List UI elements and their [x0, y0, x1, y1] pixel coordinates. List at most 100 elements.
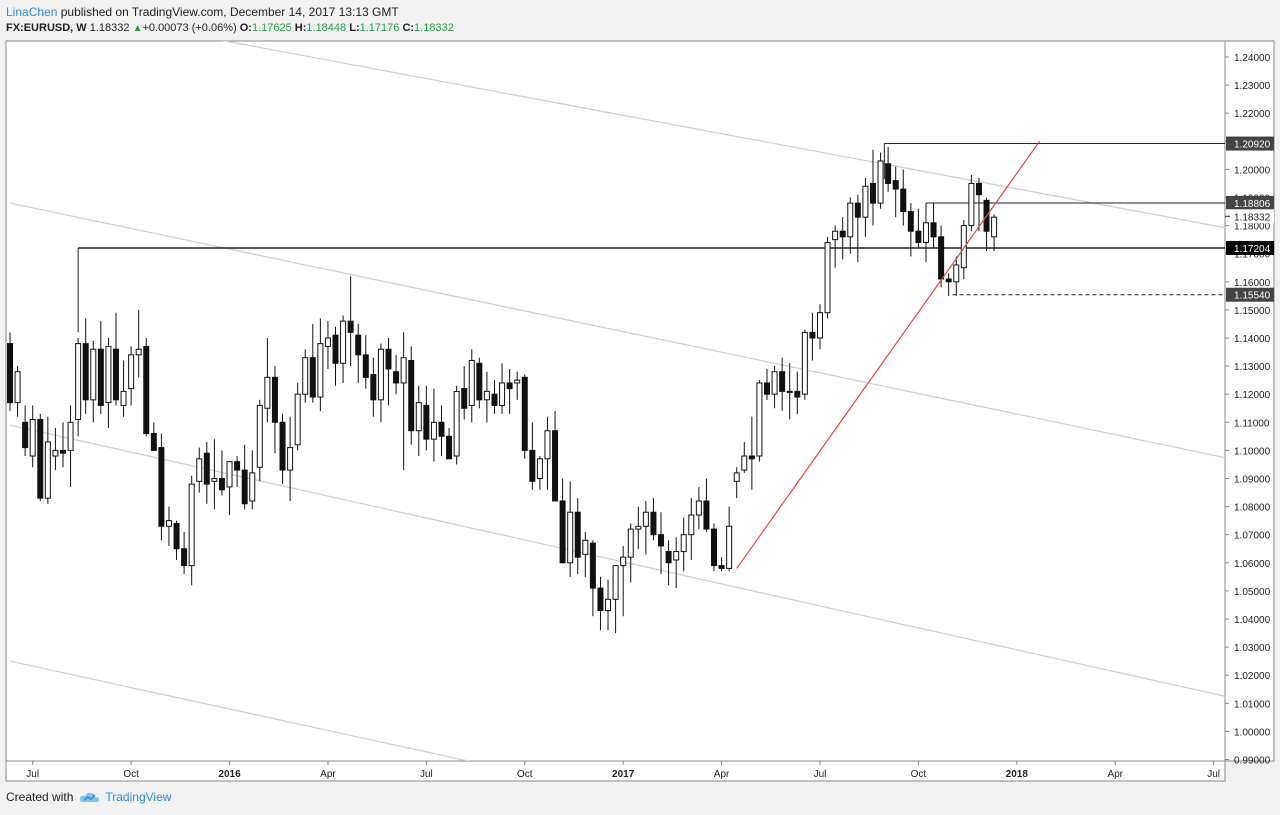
candle[interactable]: [340, 315, 347, 383]
candle[interactable]: [521, 374, 528, 459]
candle[interactable]: [430, 388, 437, 462]
candle[interactable]: [332, 326, 339, 386]
candle[interactable]: [499, 363, 506, 414]
candle[interactable]: [960, 219, 967, 279]
candle[interactable]: [249, 450, 256, 510]
candle[interactable]: [211, 439, 218, 510]
candle[interactable]: [930, 203, 937, 249]
candle[interactable]: [824, 236, 831, 319]
candle[interactable]: [756, 380, 763, 462]
candle[interactable]: [218, 450, 225, 496]
candle[interactable]: [620, 545, 627, 617]
tradingview-brand[interactable]: TradingView: [105, 790, 172, 804]
candle[interactable]: [650, 498, 657, 541]
candle[interactable]: [922, 203, 929, 263]
candle[interactable]: [226, 461, 233, 516]
candle[interactable]: [408, 346, 415, 445]
candle[interactable]: [158, 433, 165, 541]
candle[interactable]: [786, 363, 793, 420]
candle[interactable]: [7, 332, 13, 412]
candle[interactable]: [188, 475, 195, 586]
candle[interactable]: [97, 321, 104, 414]
candle[interactable]: [945, 273, 952, 296]
candle[interactable]: [938, 225, 945, 288]
candle[interactable]: [869, 149, 876, 226]
candle[interactable]: [567, 481, 574, 577]
candle[interactable]: [665, 540, 672, 586]
candle[interactable]: [605, 579, 612, 631]
candle[interactable]: [915, 208, 922, 249]
candle[interactable]: [907, 203, 914, 257]
candle[interactable]: [393, 354, 400, 395]
candle[interactable]: [22, 405, 29, 457]
candle[interactable]: [234, 456, 241, 487]
candle[interactable]: [673, 537, 680, 589]
price-axis[interactable]: [1224, 40, 1275, 762]
candle[interactable]: [854, 194, 861, 263]
candle[interactable]: [37, 413, 44, 501]
candle[interactable]: [642, 500, 649, 555]
candle[interactable]: [14, 366, 21, 417]
candle[interactable]: [695, 486, 702, 530]
candle[interactable]: [120, 360, 127, 417]
candle[interactable]: [355, 323, 362, 383]
candle[interactable]: [52, 427, 59, 471]
candle[interactable]: [809, 312, 816, 361]
candle[interactable]: [975, 177, 982, 232]
candle[interactable]: [794, 371, 801, 414]
candle[interactable]: [59, 422, 66, 468]
candle[interactable]: [82, 318, 89, 414]
candle[interactable]: [476, 357, 483, 409]
candle[interactable]: [718, 557, 725, 572]
candle[interactable]: [279, 413, 286, 485]
channel-line[interactable]: [9, 424, 1244, 700]
tradingview-logo[interactable]: TradingView: [79, 790, 171, 804]
candle[interactable]: [506, 368, 513, 414]
candle[interactable]: [75, 338, 82, 437]
candle[interactable]: [203, 441, 210, 504]
candle[interactable]: [400, 332, 407, 471]
candle[interactable]: [302, 349, 309, 403]
candle[interactable]: [635, 506, 642, 549]
candle[interactable]: [764, 368, 770, 400]
candle[interactable]: [536, 456, 543, 490]
candle[interactable]: [324, 321, 331, 369]
candle[interactable]: [862, 177, 869, 237]
candle[interactable]: [415, 385, 422, 457]
candle[interactable]: [529, 422, 536, 490]
candle[interactable]: [589, 540, 596, 617]
candle[interactable]: [816, 304, 823, 350]
candle[interactable]: [423, 385, 430, 451]
candle[interactable]: [181, 531, 188, 575]
candle[interactable]: [491, 380, 498, 414]
candle[interactable]: [552, 411, 559, 502]
candle[interactable]: [779, 357, 786, 412]
candle[interactable]: [885, 146, 892, 192]
candle[interactable]: [370, 357, 377, 417]
candle[interactable]: [135, 309, 142, 378]
candle[interactable]: [559, 478, 566, 564]
candle[interactable]: [143, 338, 150, 437]
candle[interactable]: [309, 323, 316, 403]
candle[interactable]: [892, 166, 899, 218]
candle[interactable]: [165, 506, 172, 546]
candle[interactable]: [377, 343, 384, 423]
candle[interactable]: [544, 416, 551, 490]
plot-area[interactable]: [5, 40, 1226, 762]
candle[interactable]: [582, 531, 589, 577]
candle[interactable]: [847, 197, 854, 254]
candle[interactable]: [468, 349, 475, 423]
candle[interactable]: [680, 517, 687, 572]
candle[interactable]: [612, 565, 619, 634]
candle[interactable]: [67, 405, 74, 487]
candle[interactable]: [514, 371, 521, 400]
candle[interactable]: [150, 422, 157, 451]
candle[interactable]: [483, 371, 490, 423]
candle[interactable]: [264, 338, 271, 423]
candle[interactable]: [362, 335, 369, 389]
candle[interactable]: [991, 214, 998, 251]
candle[interactable]: [294, 382, 301, 451]
candle[interactable]: [733, 467, 740, 499]
candle[interactable]: [771, 366, 778, 409]
